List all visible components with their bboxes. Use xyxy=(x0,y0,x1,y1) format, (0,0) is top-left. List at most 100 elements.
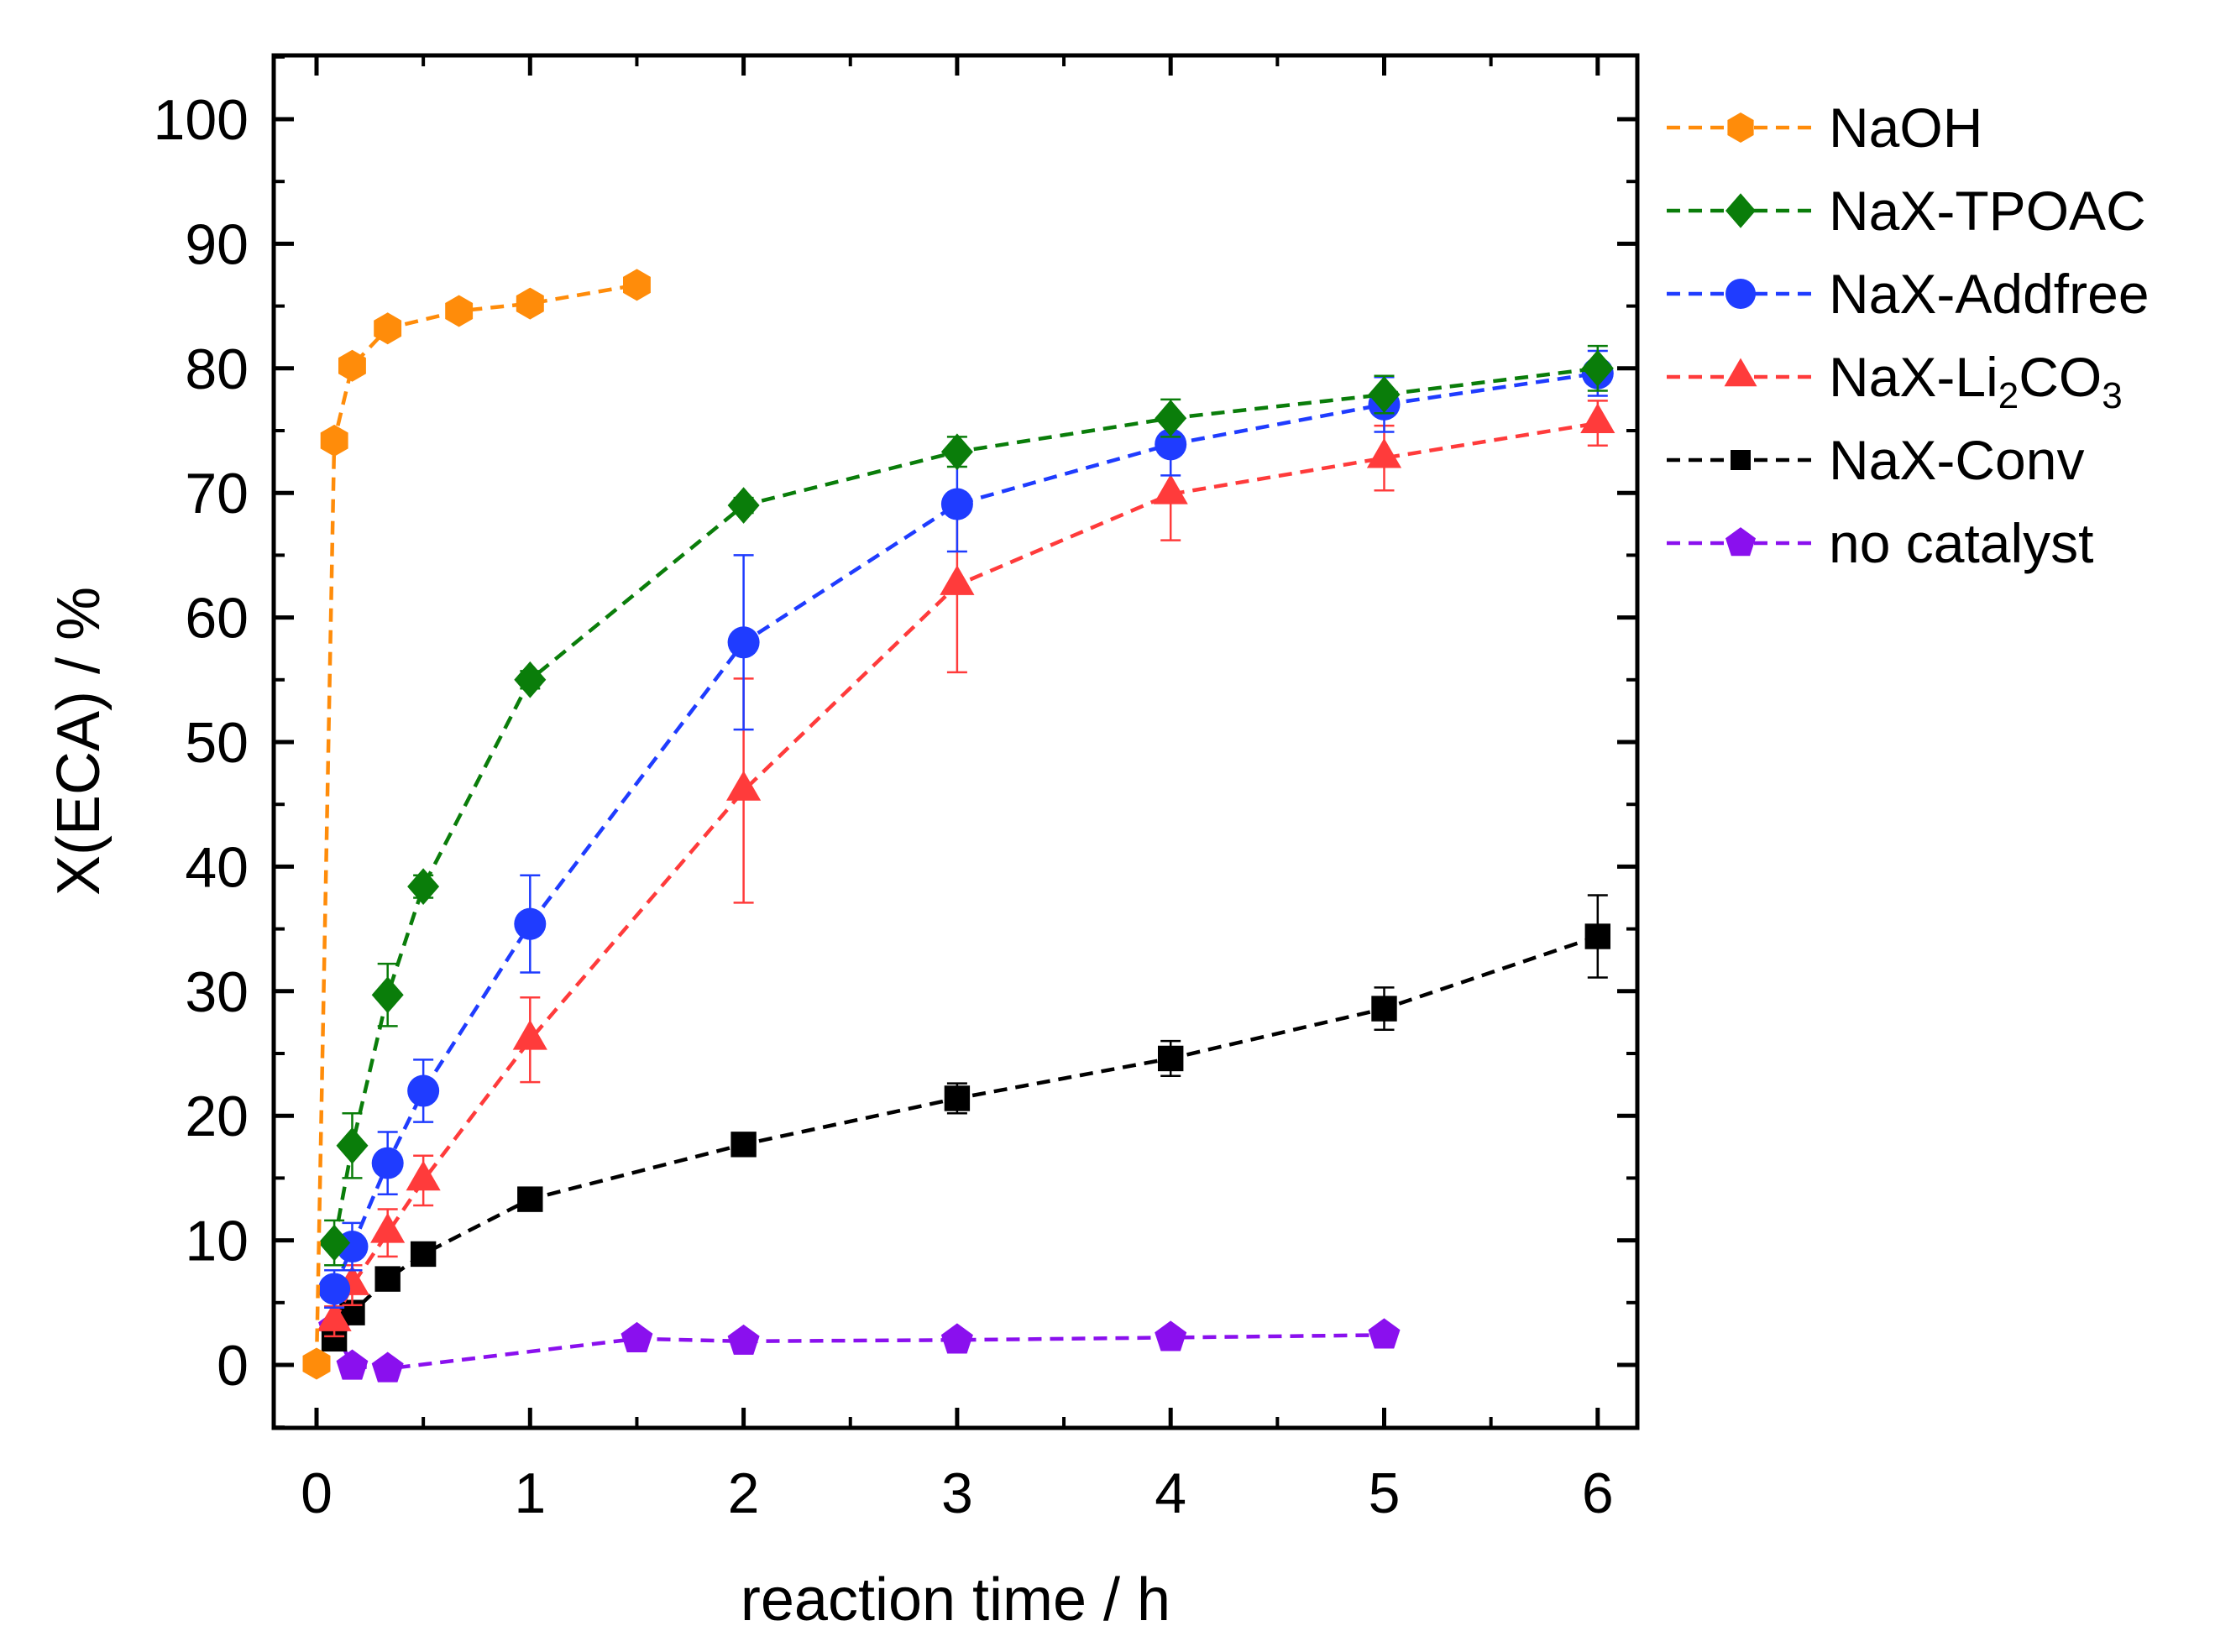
data-point xyxy=(944,1085,971,1111)
data-point xyxy=(406,1160,441,1191)
data-point xyxy=(730,1132,757,1158)
data-point xyxy=(940,433,973,471)
data-point xyxy=(410,1241,437,1268)
series-no-catalyst xyxy=(318,1310,1401,1383)
legend-label: NaX-Addfree xyxy=(1829,263,2150,325)
y-axis-title: X(ECA) / % xyxy=(45,587,113,896)
data-point xyxy=(371,1147,404,1179)
data-point xyxy=(370,1212,406,1243)
legend-label: NaOH xyxy=(1829,97,1982,159)
legend-marker xyxy=(1725,279,1756,309)
data-point xyxy=(338,349,366,382)
data-point xyxy=(1371,996,1397,1022)
data-point xyxy=(1368,376,1401,413)
x-tick-label: 4 xyxy=(1155,1461,1186,1525)
series-line xyxy=(333,371,1599,1290)
legend-label: NaX-TPOAC xyxy=(1829,180,2146,242)
data-point xyxy=(1580,403,1615,433)
x-tick-label: 3 xyxy=(941,1461,973,1525)
data-point xyxy=(1366,437,1402,468)
x-tick-label: 0 xyxy=(301,1461,333,1525)
data-point xyxy=(1155,400,1187,437)
data-point xyxy=(318,1224,351,1262)
y-tick-label: 20 xyxy=(185,1085,249,1148)
x-tick-label: 2 xyxy=(728,1461,760,1525)
series-nax-conv xyxy=(321,894,1610,1352)
x-tick-label: 6 xyxy=(1582,1461,1614,1525)
data-point xyxy=(623,269,651,301)
legend-item: NaOH xyxy=(1667,97,1982,159)
y-tick-label: 40 xyxy=(185,835,249,899)
series-nax-li2co3 xyxy=(317,400,1615,1338)
series-line xyxy=(332,366,1599,1244)
data-point xyxy=(516,287,544,320)
legend-label: no catalyst xyxy=(1829,512,2094,574)
data-point xyxy=(517,1186,543,1212)
series-naoh xyxy=(302,269,651,1380)
series-line xyxy=(333,421,1599,1323)
series-layer xyxy=(302,269,1615,1383)
data-point xyxy=(374,1266,401,1292)
data-point xyxy=(445,295,474,327)
y-tick-label: 10 xyxy=(185,1210,249,1273)
data-point xyxy=(1581,349,1614,387)
data-point xyxy=(317,1301,352,1331)
y-tick-label: 100 xyxy=(154,88,249,152)
data-point xyxy=(336,1349,369,1380)
legend-label: NaX-Li2CO3 xyxy=(1829,346,2123,416)
data-point xyxy=(1368,1318,1401,1349)
legend-marker xyxy=(1731,450,1751,470)
data-point xyxy=(940,1323,973,1354)
y-tick-label: 30 xyxy=(185,960,249,1024)
legend-marker xyxy=(1724,358,1757,387)
data-point xyxy=(374,312,402,345)
series-line xyxy=(314,283,637,1364)
x-axis-title: reaction time / h xyxy=(741,1566,1170,1634)
x-tick-label: 5 xyxy=(1369,1461,1401,1525)
x-tick-label: 1 xyxy=(514,1461,546,1525)
y-tick-label: 80 xyxy=(185,337,249,401)
data-point xyxy=(940,565,975,595)
legend-item: NaX-Conv xyxy=(1667,429,2084,491)
legend: NaOH NaX-TPOAC NaX-Addfree NaX-Li2CO3 NaX-Co… xyxy=(1667,97,2150,574)
legend-item: no catalyst xyxy=(1667,512,2094,574)
data-point xyxy=(320,424,348,457)
data-point xyxy=(1155,1320,1187,1351)
legend-item: NaX-Li2CO3 xyxy=(1667,346,2123,416)
data-point xyxy=(1158,1045,1184,1072)
data-point xyxy=(318,1273,351,1305)
data-point xyxy=(302,1347,331,1380)
legend-label: NaX-Conv xyxy=(1829,429,2084,491)
legend-marker xyxy=(1725,193,1756,228)
y-tick-label: 70 xyxy=(185,462,249,525)
data-point xyxy=(407,868,440,905)
series-line xyxy=(333,934,1599,1341)
data-point xyxy=(727,1324,760,1355)
data-point xyxy=(371,976,404,1014)
data-point xyxy=(1584,923,1610,949)
y-tick-label: 0 xyxy=(217,1334,249,1398)
data-point xyxy=(407,1074,440,1107)
data-point xyxy=(726,771,762,801)
plot-frame xyxy=(271,53,1640,1430)
data-point xyxy=(371,1351,404,1383)
series-line xyxy=(333,1326,1385,1371)
data-point xyxy=(940,488,973,520)
legend-marker xyxy=(1725,527,1756,557)
series-nax-tpoac xyxy=(318,344,1614,1267)
data-point xyxy=(514,907,547,940)
legend-item: NaX-TPOAC xyxy=(1667,180,2146,242)
data-point xyxy=(512,1019,547,1050)
legend-marker xyxy=(1727,112,1754,143)
y-tick-label: 50 xyxy=(185,711,249,775)
series-nax-addfree xyxy=(318,349,1614,1309)
data-point xyxy=(336,1127,369,1164)
y-tick-label: 90 xyxy=(185,212,249,276)
data-point xyxy=(621,1321,653,1352)
data-point xyxy=(727,487,760,524)
data-point xyxy=(727,626,760,659)
legend-item: NaX-Addfree xyxy=(1667,263,2150,325)
data-point xyxy=(514,661,547,698)
